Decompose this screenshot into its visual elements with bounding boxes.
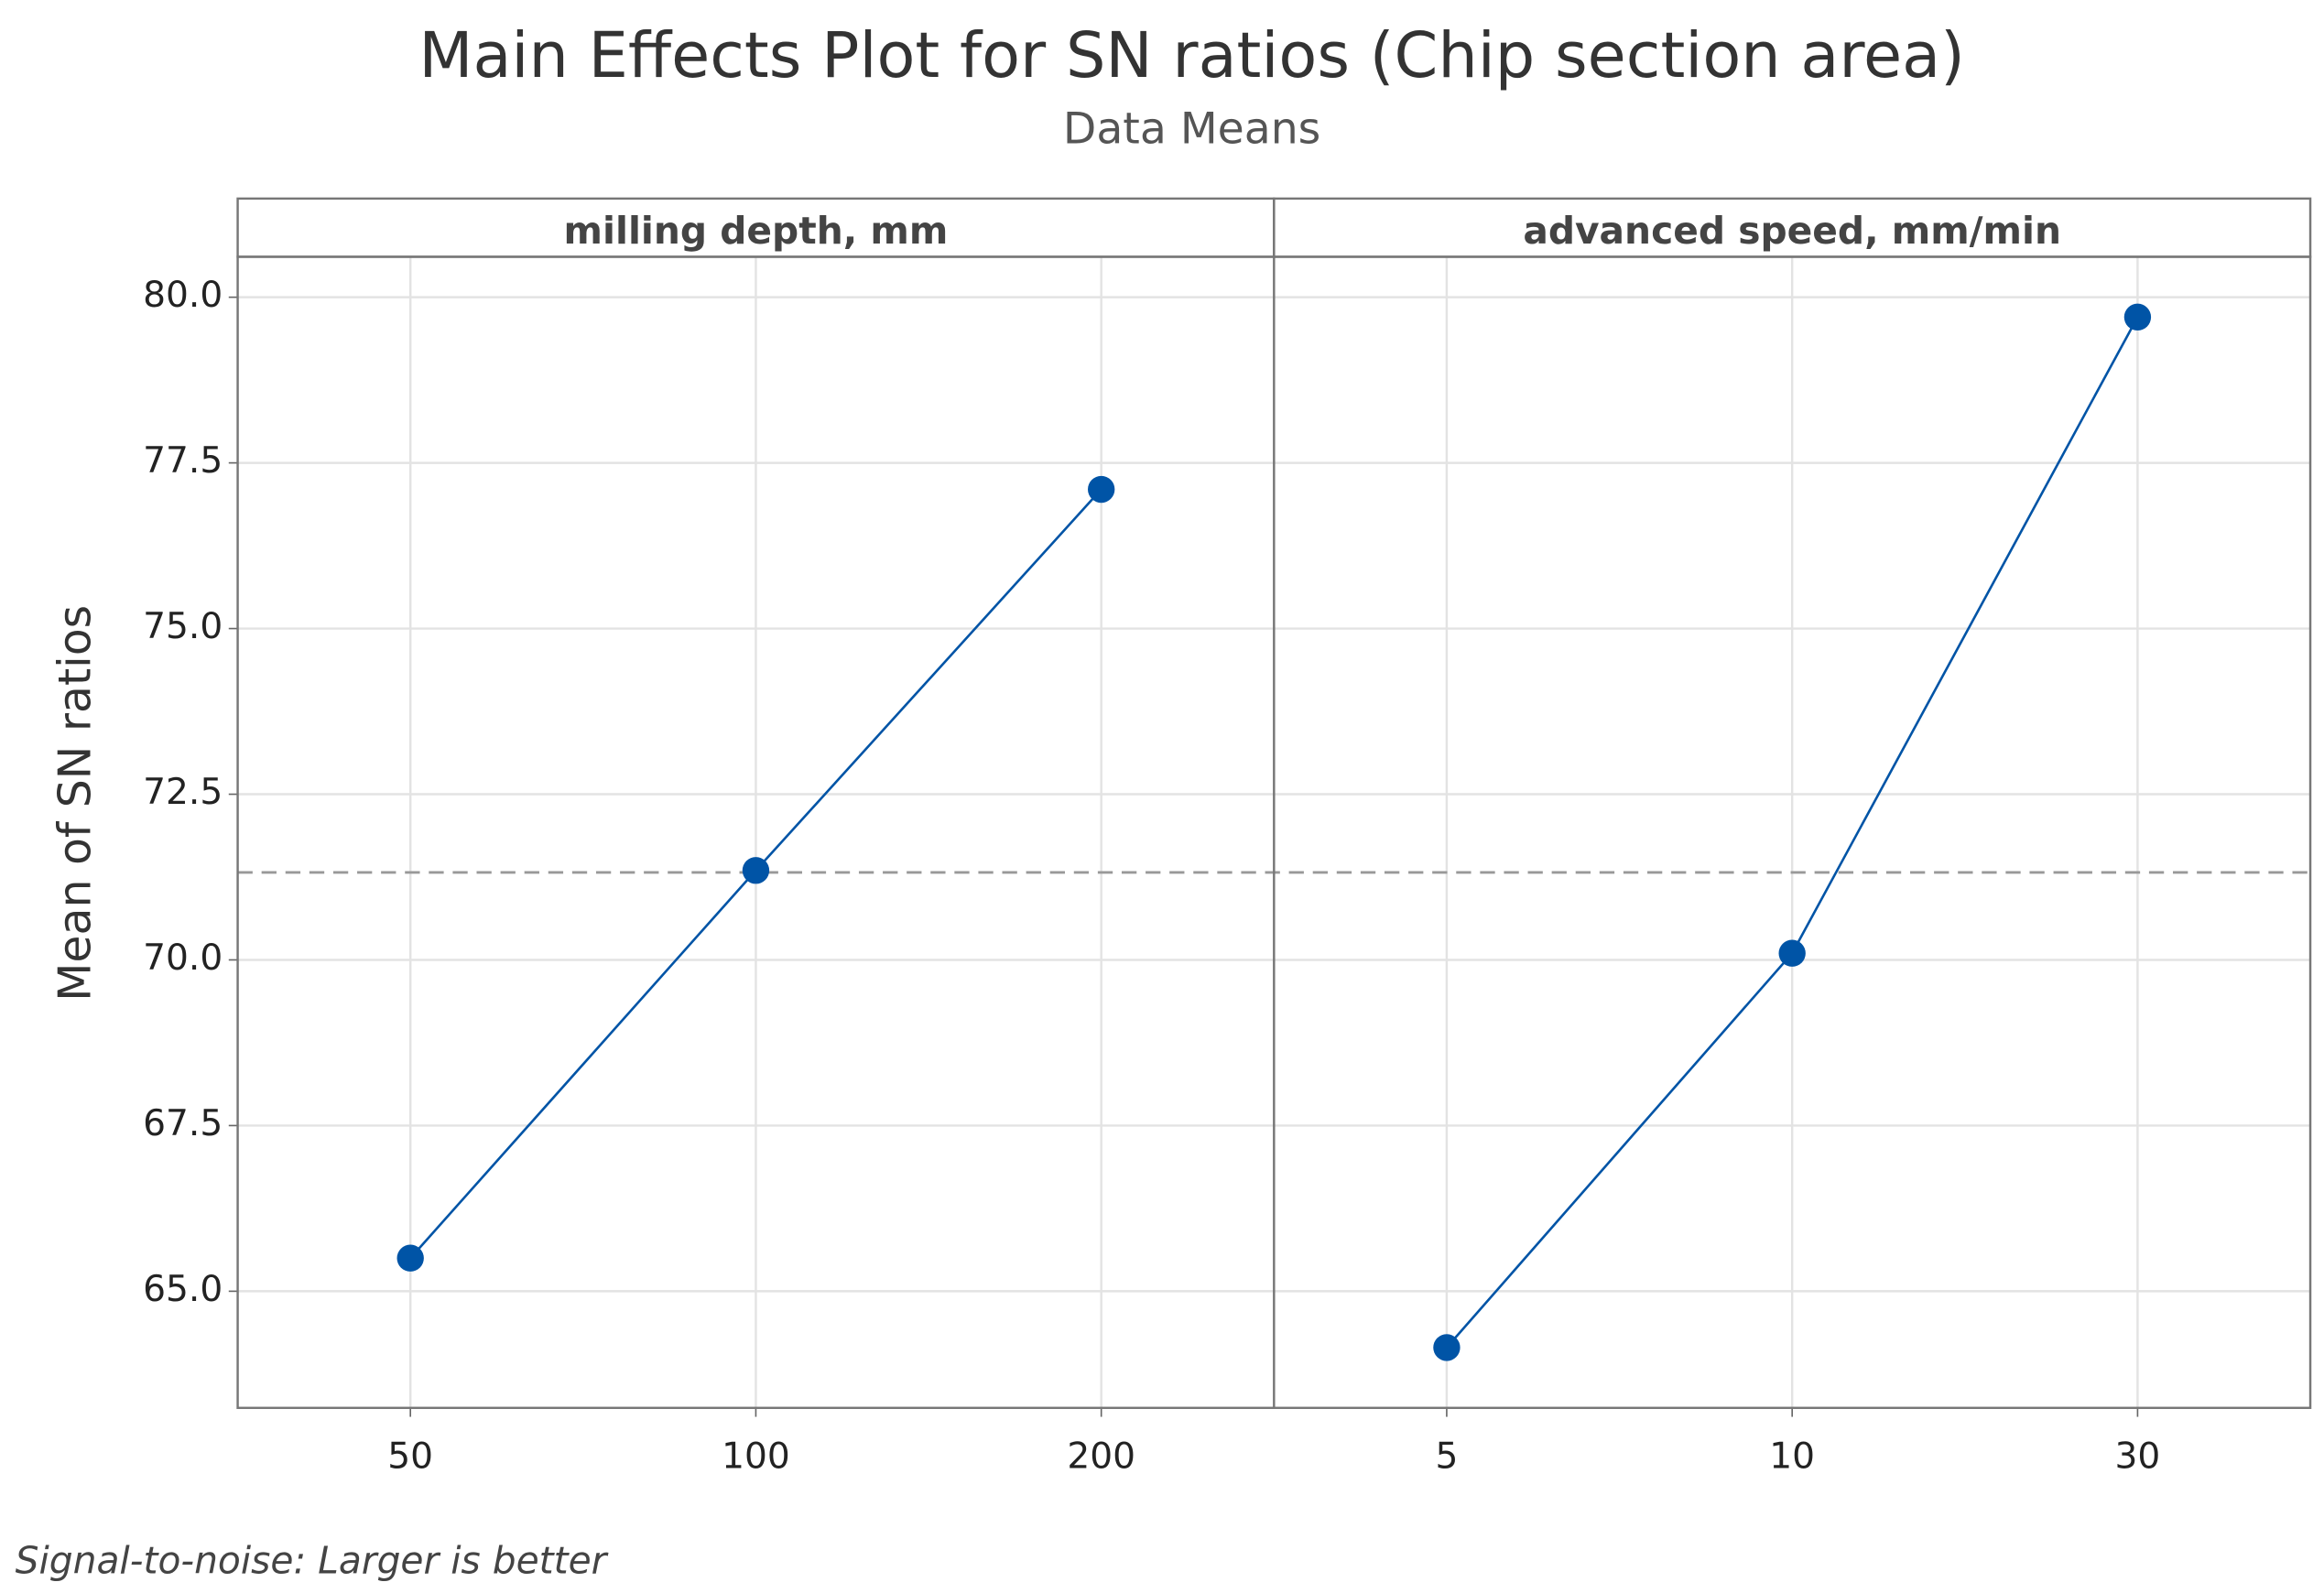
y-tick-label: 65.0: [143, 1269, 223, 1310]
strip: [236, 197, 1276, 258]
x-tick-label: 30: [2115, 1436, 2161, 1478]
chart-subtitle: Data Means: [1063, 104, 1320, 155]
x-tick-label: 100: [722, 1436, 790, 1478]
y-tick-label: 72.5: [143, 772, 223, 813]
x-tick-label: 5: [1435, 1436, 1458, 1478]
point: [396, 1244, 424, 1272]
point: [1088, 475, 1115, 504]
y-tick-label: 80.0: [143, 275, 223, 316]
x-tick-label: 200: [1067, 1436, 1135, 1478]
y-tick-label: 67.5: [143, 1103, 223, 1144]
y-tick-label: 70.0: [143, 937, 223, 979]
point: [2123, 303, 2152, 331]
point: [1433, 1334, 1461, 1361]
x-tick-label: 50: [387, 1436, 433, 1478]
y-tick-label: 75.0: [143, 606, 223, 647]
panel-title: milling depth, mm: [564, 209, 949, 253]
point: [1778, 939, 1806, 967]
x-tick-label: 10: [1769, 1436, 1815, 1478]
point: [742, 857, 770, 884]
y-axis-label: Mean of SN ratios: [49, 605, 102, 1002]
panel-title: advanced speed, mm/min: [1523, 209, 2061, 253]
chart-title: Main Effects Plot for SN ratios (Chip se…: [418, 19, 1964, 92]
footnote: Signal-to-noise: Larger is better: [16, 1538, 609, 1582]
y-tick-label: 77.5: [143, 440, 223, 482]
